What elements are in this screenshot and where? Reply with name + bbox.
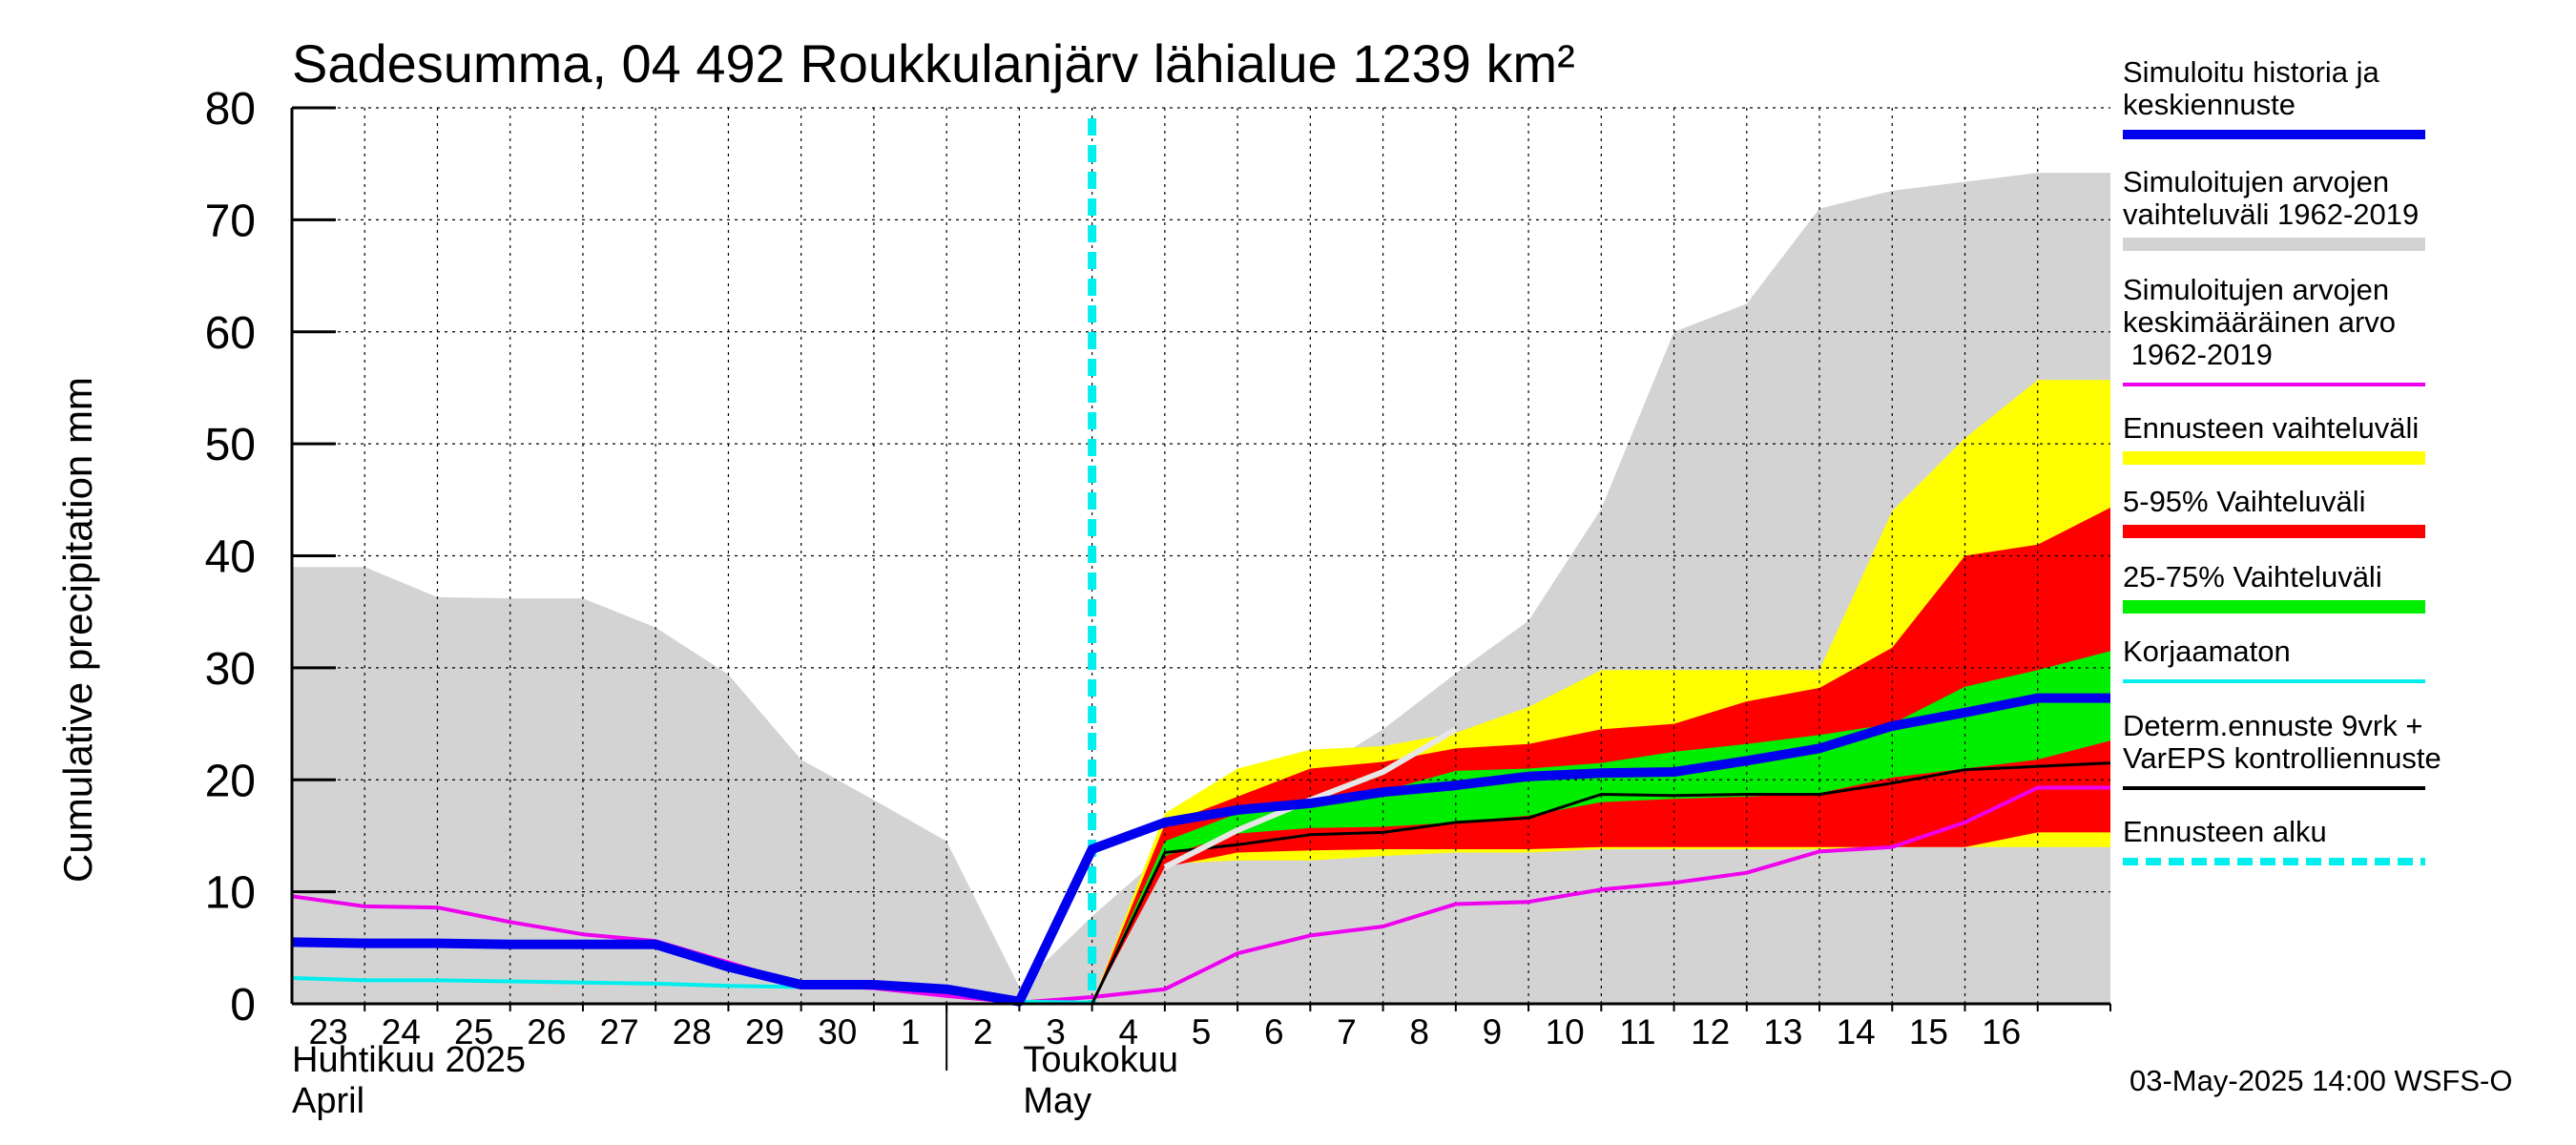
legend-entry-simuloitujen-arvojen-vaihteluv-li-1962-2019: Simuloitujen arvojen vaihteluväli 1962-20… (2123, 165, 2425, 251)
month-label-line2: April (292, 1081, 364, 1121)
line-simuloitujen-arvojen-keskim-r-inen-arvo-1962-2019 (291, 785, 2110, 1005)
legend-label: Korjaamaton (2123, 635, 2291, 668)
legend-label-line: keskimääräinen arvo (2123, 305, 2396, 339)
y-tick-label: 70 (205, 196, 256, 246)
series-lines (291, 118, 2111, 1007)
x-tick-label: 26 (527, 1012, 566, 1051)
legend-entry-simuloitu-historia-ja-keskiennuste: Simuloitu historia ja keskiennuste (2123, 55, 2425, 139)
legend-label-line: Ennusteen vaihteluväli (2123, 411, 2419, 445)
x-tick-labels: 23 24 25 26 27 28 29 30 1 2 3 4 5 6 7 8 9 10 11 12 13 14 15 16 (309, 1012, 2022, 1051)
month-label-line2: May (1023, 1081, 1091, 1121)
legend-entry-korjaamaton: Korjaamaton (2123, 635, 2425, 683)
x-tick-label: 23 (309, 1012, 348, 1051)
grid-lines (292, 107, 2110, 1004)
legend: Simuloitu historia ja keskiennusteSimuloi… (2123, 55, 2441, 865)
y-tick-label: 50 (205, 420, 256, 470)
x-tick-label: 4 (1118, 1012, 1138, 1051)
x-tick-label: 28 (673, 1012, 712, 1051)
x-tick-label: 3 (1046, 1012, 1066, 1051)
legend-label-line: Determ.ennuste 9vrk + (2123, 709, 2422, 742)
month-label-line1: Huhtikuu 2025 (292, 1040, 526, 1080)
x-tick-label: 1 (901, 1012, 921, 1051)
x-tick-label: 5 (1192, 1012, 1212, 1051)
legend-entry-simuloitujen-arvojen-keskim-r-inen-arvo-1962-2019: Simuloitujen arvojen keskimääräinen arvo … (2123, 273, 2425, 386)
y-tick-label: 40 (205, 532, 256, 583)
legend-label: Simuloitu historia ja keskiennuste (2123, 55, 2380, 121)
y-tick-label: 60 (205, 308, 256, 359)
legend-label: Determ.ennuste 9vrk + VarEPS kontrollienn… (2123, 709, 2441, 775)
x-tick-label: 14 (1837, 1012, 1876, 1051)
y-tick-label: 30 (205, 644, 256, 695)
legend-label-line: VarEPS kontrolliennuste (2123, 741, 2441, 775)
x-tick-label: 16 (1982, 1012, 2021, 1051)
legend-label-line: Simuloitujen arvojen (2123, 165, 2389, 198)
x-tick-label: 13 (1763, 1012, 1802, 1051)
legend-label-line: 1962-2019 (2123, 338, 2273, 371)
legend-label: 5-95% Vaihteluväli (2123, 485, 2365, 518)
x-tick-label: 24 (382, 1012, 421, 1051)
legend-label: Ennusteen alku (2123, 815, 2327, 848)
x-tick-label: 7 (1337, 1012, 1357, 1051)
y-axis-label: Cumulative precipitation mm (55, 377, 100, 883)
legend-label-line: Ennusteen alku (2123, 815, 2327, 848)
legend-entry-determ-ennuste-9vrk-vareps-kontrolliennuste: Determ.ennuste 9vrk + VarEPS kontrollienn… (2123, 709, 2441, 790)
footer-timestamp: 03-May-2025 14:00 WSFS-O (2129, 1064, 2512, 1097)
x-tick-label: 15 (1909, 1012, 1948, 1051)
x-tick-label: 12 (1691, 1012, 1730, 1051)
x-tick-label: 30 (818, 1012, 857, 1051)
x-tick-label: 2 (973, 1012, 993, 1051)
x-tick-label: 29 (745, 1012, 784, 1051)
legend-label-line: 5-95% Vaihteluväli (2123, 485, 2365, 518)
legend-entry-ennusteen-vaihteluv-li: Ennusteen vaihteluväli (2123, 411, 2425, 465)
legend-entry-ennusteen-alku: Ennusteen alku (2123, 815, 2425, 865)
legend-label-line: Simuloitu historia ja (2123, 55, 2380, 89)
band-5-95-vaihteluv-li (1091, 508, 2110, 1004)
x-tick-label: 25 (454, 1012, 493, 1051)
y-tick-label: 0 (230, 980, 256, 1030)
legend-label-line: Simuloitujen arvojen (2123, 273, 2389, 306)
legend-label: Simuloitujen arvojen vaihteluväli 1962-20… (2123, 165, 2419, 231)
legend-label: Ennusteen vaihteluväli (2123, 411, 2419, 445)
legend-entry-25-75-vaihteluv-li: 25-75% Vaihteluväli (2123, 560, 2425, 614)
chart-title: Sadesumma, 04 492 Roukkulanjärv lähialue… (292, 33, 1575, 94)
legend-label: Simuloitujen arvojen keskimääräinen arvo … (2123, 273, 2396, 371)
legend-label-line: vaihteluväli 1962-2019 (2123, 198, 2419, 231)
y-tick-label: 20 (205, 756, 256, 806)
y-tick-label: 10 (205, 868, 256, 919)
month-label-line1: Toukokuu (1023, 1040, 1178, 1080)
line-simuloitu-historia-ja-keskiennuste (291, 693, 2110, 1007)
legend-entry-5-95-vaihteluv-li: 5-95% Vaihteluväli (2123, 485, 2425, 538)
x-tick-label: 6 (1264, 1012, 1284, 1051)
legend-label: 25-75% Vaihteluväli (2123, 560, 2382, 593)
y-tick-label: 80 (205, 84, 256, 135)
x-tick-label: 10 (1546, 1012, 1585, 1051)
line-determ-ennuste-9vrk-vareps-kontrolliennuste (1091, 761, 2111, 1005)
x-tick-label: 8 (1409, 1012, 1429, 1051)
x-tick-label: 11 (1619, 1012, 1655, 1051)
x-tick-label: 27 (600, 1012, 639, 1051)
legend-label-line: keskiennuste (2123, 88, 2296, 121)
legend-label-line: Korjaamaton (2123, 635, 2291, 668)
range-bands (292, 173, 2110, 1005)
x-tick-label: 9 (1483, 1012, 1503, 1051)
axes (290, 106, 2111, 1071)
legend-label-line: 25-75% Vaihteluväli (2123, 560, 2382, 593)
band-simuloitujen-arvojen-vaihteluv-li-1962-2019 (292, 173, 2110, 1005)
y-tick-labels: 0 10 20 30 40 50 60 70 80 (205, 84, 256, 1030)
